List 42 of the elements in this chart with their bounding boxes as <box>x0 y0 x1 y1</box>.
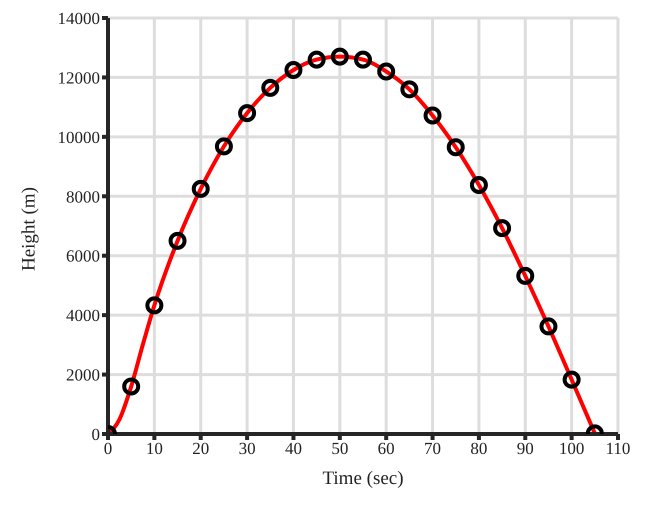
y-tick-label: 8000 <box>66 187 100 206</box>
y-tick-label: 4000 <box>66 306 100 326</box>
point <box>261 78 280 97</box>
point <box>516 266 534 285</box>
point <box>168 232 187 250</box>
x-tick-label: 90 <box>516 439 534 458</box>
y-tick-label: 2000 <box>66 366 100 385</box>
point <box>446 138 465 156</box>
x-tick-label: 110 <box>606 439 630 458</box>
x-tick-label: 40 <box>284 439 302 458</box>
point <box>145 296 164 314</box>
x-tick-label: 100 <box>558 439 584 458</box>
point <box>562 370 581 389</box>
point <box>400 80 418 98</box>
x-tick-label: 0 <box>104 439 112 458</box>
y-tick-label: 10000 <box>58 128 100 147</box>
y-tick-label: 6000 <box>66 246 100 266</box>
x-tick-label: 80 <box>470 439 488 458</box>
point <box>539 317 558 336</box>
point <box>330 48 349 66</box>
point <box>122 377 140 396</box>
point <box>284 61 302 79</box>
y-tick-label: 0 <box>92 425 100 444</box>
x-tick-label: 70 <box>424 439 442 458</box>
x-tick-label: 60 <box>378 439 395 458</box>
x-tick-label: 10 <box>146 439 163 458</box>
point <box>354 50 372 69</box>
point <box>214 137 233 156</box>
x-axis-title: Time (sec) <box>322 468 404 489</box>
point <box>493 219 512 238</box>
y-tick-label: 12000 <box>58 68 100 88</box>
point <box>377 62 396 80</box>
x-tick-label: 20 <box>192 439 210 458</box>
y-axis-title: Height (m) <box>18 187 40 271</box>
point <box>192 180 210 198</box>
point <box>238 104 256 122</box>
x-tick-label: 30 <box>238 439 256 458</box>
point <box>470 176 488 194</box>
point <box>424 106 442 124</box>
y-tick-label: 14000 <box>58 9 100 28</box>
point <box>308 50 326 69</box>
x-tick-label: 50 <box>331 439 348 458</box>
